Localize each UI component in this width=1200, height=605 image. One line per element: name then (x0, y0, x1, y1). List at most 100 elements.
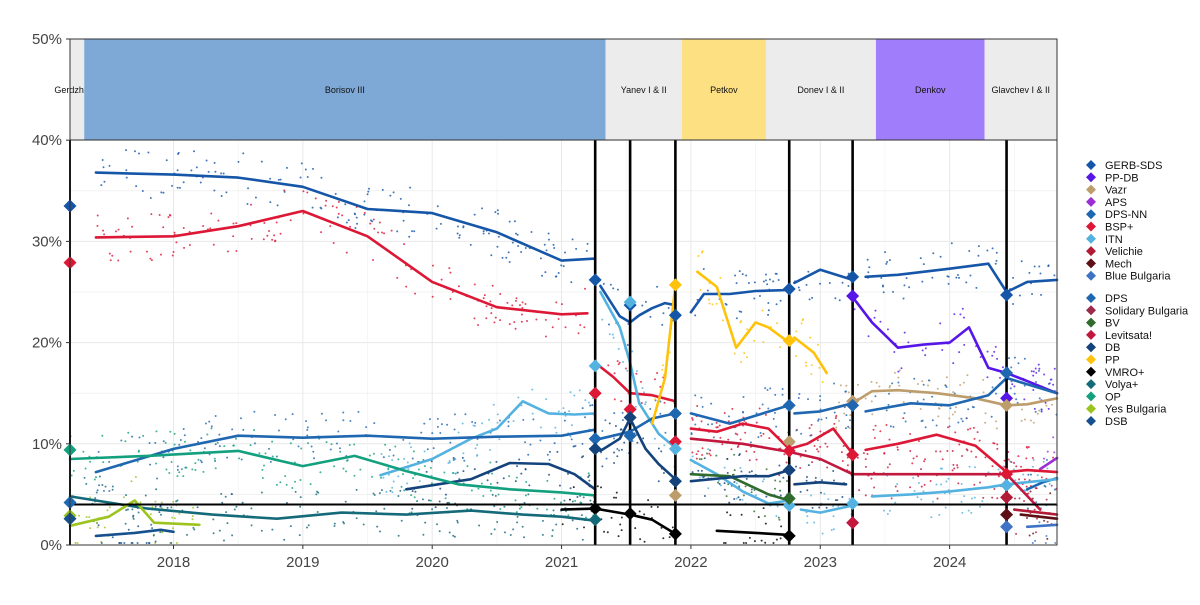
poll-dot (477, 487, 480, 490)
poll-dot (916, 382, 919, 385)
poll-dot (1046, 520, 1049, 523)
poll-dot (733, 352, 736, 355)
election-result-dps (588, 432, 602, 446)
poll-dot (370, 475, 373, 478)
poll-dot (365, 426, 368, 429)
poll-dot (776, 322, 779, 325)
poll-dot (342, 411, 345, 414)
election-result-dps (623, 429, 637, 443)
poll-dot (610, 516, 613, 519)
poll-dot (779, 480, 782, 483)
poll-dot (965, 417, 968, 420)
poll-dot (279, 232, 282, 235)
poll-dot (117, 228, 120, 231)
poll-dot (1013, 356, 1016, 359)
poll-dot (180, 468, 183, 471)
poll-dot (555, 301, 558, 304)
poll-dot (518, 507, 521, 510)
poll-dot (962, 381, 965, 384)
poll-dot (405, 285, 408, 288)
poll-dot (1037, 369, 1040, 372)
poll-dot (342, 419, 345, 422)
legend-label-vazr: Vazr (1105, 185, 1127, 197)
trend-line-gerb-sds (94, 171, 1059, 324)
poll-dot (742, 395, 745, 398)
poll-dot (921, 280, 924, 283)
poll-dot (232, 222, 235, 225)
poll-dot (1028, 271, 1031, 274)
poll-dot (888, 386, 891, 389)
poll-dot (439, 432, 442, 435)
poll-dot (125, 509, 128, 512)
poll-dot (601, 430, 604, 433)
poll-dot (1033, 508, 1036, 511)
poll-dot (694, 423, 697, 426)
legend-label-itn: ITN (1105, 234, 1123, 246)
poll-dot (1011, 383, 1014, 386)
poll-dot (949, 407, 952, 410)
legend-swatch-gerb-sds (1086, 160, 1096, 170)
poll-dot (377, 231, 380, 234)
poll-dot (400, 485, 403, 488)
poll-dot (809, 336, 812, 339)
poll-dot (448, 460, 451, 463)
poll-dot (884, 251, 887, 254)
poll-dot (583, 526, 586, 529)
poll-dot (407, 204, 410, 207)
poll-dot (385, 490, 388, 493)
poll-dot (725, 495, 728, 498)
poll-dot (411, 457, 414, 460)
poll-dot (123, 541, 126, 544)
poll-dot (445, 506, 448, 509)
poll-dot (811, 296, 814, 299)
trend-line-pp-db (851, 295, 1059, 395)
poll-dot (237, 160, 240, 163)
poll-dot (1031, 457, 1034, 460)
poll-dot (230, 493, 233, 496)
poll-dot (150, 259, 153, 262)
poll-dot (84, 467, 87, 470)
poll-dot (297, 445, 300, 448)
poll-dot (489, 483, 492, 486)
legend-swatch-velichie (1086, 246, 1096, 257)
poll-dot (624, 367, 627, 370)
poll-dot (600, 486, 603, 489)
poll-dot (1040, 410, 1043, 413)
poll-dot (620, 529, 623, 532)
poll-dot (250, 237, 253, 240)
poll-dot (125, 176, 128, 179)
poll-dot (497, 235, 500, 238)
poll-dot (902, 297, 905, 300)
poll-dot (269, 201, 272, 204)
poll-dot (345, 470, 348, 473)
poll-dot (986, 350, 989, 353)
poll-dot (761, 480, 764, 483)
poll-dot (886, 261, 889, 264)
poll-dot (866, 258, 869, 261)
poll-dot (1012, 302, 1015, 305)
poll-dot (775, 515, 778, 518)
poll-dot (959, 313, 962, 316)
poll-dot (553, 246, 556, 249)
gov-label-yanev-i-ii: Yanev I & II (621, 85, 667, 95)
poll-dot (739, 498, 742, 501)
poll-dot (728, 501, 731, 504)
poll-dot (569, 487, 572, 490)
poll-dot (775, 538, 778, 541)
poll-dot (810, 372, 813, 375)
poll-dot (997, 475, 1000, 478)
poll-dot (661, 368, 664, 371)
poll-dot (603, 530, 606, 533)
poll-dot (813, 445, 816, 448)
poll-dot (213, 457, 216, 460)
poll-dot (585, 516, 588, 519)
poll-dot (485, 317, 488, 320)
poll-dot (106, 509, 109, 512)
poll-dot (383, 507, 386, 510)
poll-dot (1023, 478, 1026, 481)
poll-dot (503, 505, 506, 508)
poll-dot (343, 522, 346, 525)
poll-dot (474, 421, 477, 424)
poll-dot (825, 416, 828, 419)
poll-dot (636, 441, 639, 444)
